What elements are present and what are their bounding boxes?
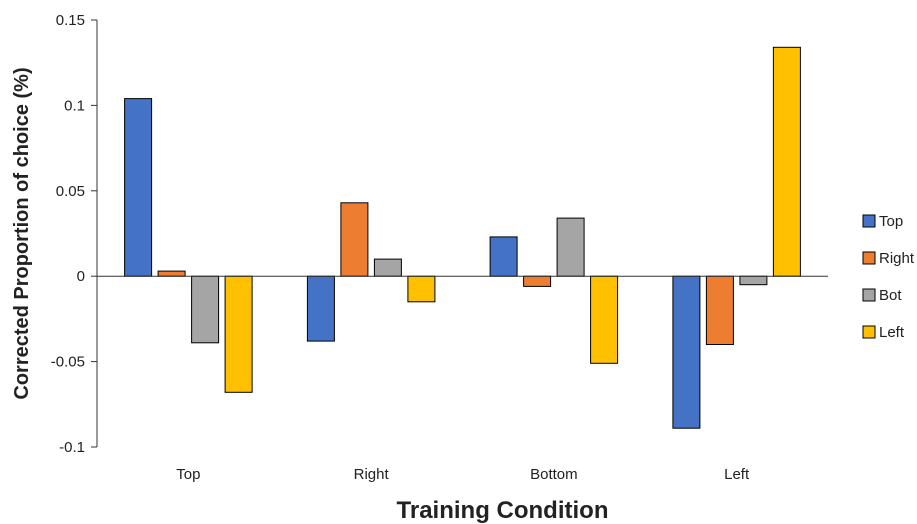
bar-bottom-left xyxy=(590,275,619,364)
bar-top-left xyxy=(224,275,253,393)
legend-swatch xyxy=(862,325,876,339)
bar-top-bot xyxy=(191,275,220,344)
bar-left-bot xyxy=(739,275,768,286)
y-tick-label: -0.05 xyxy=(51,354,85,371)
x-axis-title: Training Condition xyxy=(397,497,609,524)
bar-left-right xyxy=(705,275,734,346)
y-tick-label: 0.05 xyxy=(56,183,85,200)
bar-bottom-bot xyxy=(556,217,585,277)
x-tick-label: Top xyxy=(176,466,200,483)
y-tick-label: 0.1 xyxy=(64,97,85,114)
legend-label: Bot xyxy=(879,287,902,304)
bar-right-bot xyxy=(373,258,402,277)
bars-group xyxy=(124,46,801,429)
legend-swatch xyxy=(862,251,876,265)
legend-label: Left xyxy=(879,324,905,341)
x-tick-label: Right xyxy=(354,466,390,483)
bar-top-right xyxy=(157,270,186,277)
x-tick-label: Left xyxy=(724,466,750,483)
y-tick-label: 0.15 xyxy=(56,12,85,29)
x-tick-label: Bottom xyxy=(530,466,578,483)
y-axis-title: Corrected Proportion of choice (%) xyxy=(11,67,33,399)
legend-swatch xyxy=(862,214,876,228)
legend-swatch xyxy=(862,288,876,302)
bar-right-top xyxy=(306,275,335,342)
y-tick-label: -0.1 xyxy=(59,439,85,456)
bar-bottom-top xyxy=(489,236,518,277)
bar-right-right xyxy=(340,202,369,277)
bar-top-top xyxy=(124,98,153,277)
legend-label: Right xyxy=(879,250,915,267)
legend: Top Right Bot Left xyxy=(862,213,915,341)
bar-right-left xyxy=(407,275,436,303)
legend-label: Top xyxy=(879,213,903,230)
x-axis-ticks: Top Right Bottom Left xyxy=(176,466,750,483)
y-tick-label: 0 xyxy=(77,268,85,285)
y-axis-ticks: -0.1 -0.05 0 0.05 0.1 0.15 xyxy=(51,12,97,456)
bar-bottom-right xyxy=(523,275,552,287)
bar-left-top xyxy=(672,275,701,429)
bar-left-left xyxy=(772,46,801,277)
